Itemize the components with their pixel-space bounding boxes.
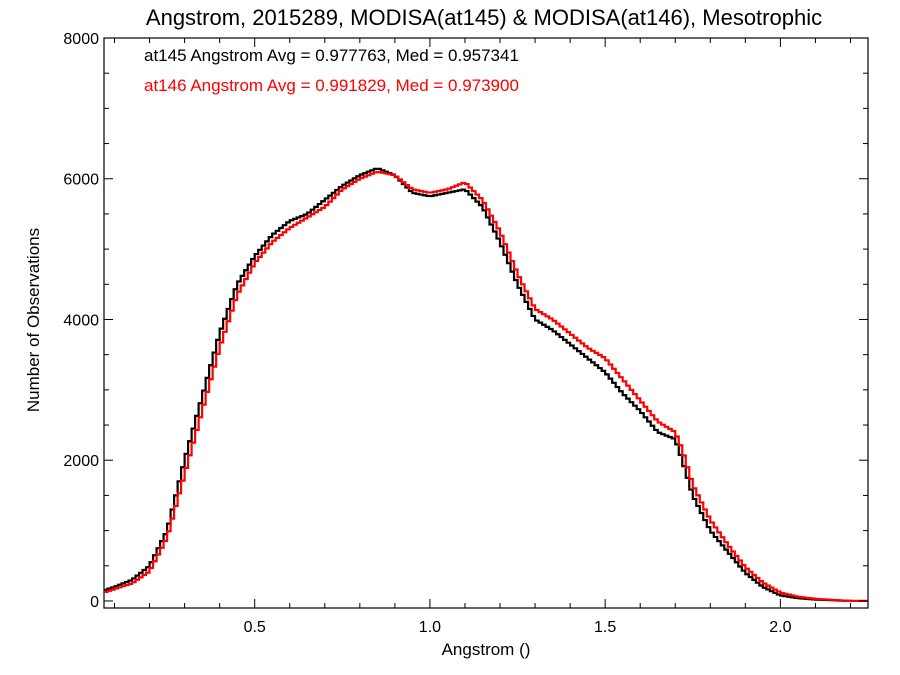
series-0-histogram xyxy=(104,167,868,603)
annotation-at146: at146 Angstrom Avg = 0.991829, Med = 0.9… xyxy=(144,76,519,95)
plot-area-frame xyxy=(103,37,869,609)
y-tick-label: 0 xyxy=(90,594,99,611)
ticks-layer: 0.5 1.0 1.5 2.0 0 2000 4000 6000 8000 xyxy=(63,31,868,636)
annotation-at145: at145 Angstrom Avg = 0.977763, Med = 0.9… xyxy=(144,46,519,65)
series-layer xyxy=(104,167,868,603)
y-tick-label: 2000 xyxy=(63,453,99,470)
x-tick-label: 1.5 xyxy=(594,619,616,636)
y-tick-label: 6000 xyxy=(63,172,99,189)
x-tick-label: 0.5 xyxy=(244,619,266,636)
x-axis-label: Angstrom () xyxy=(442,640,531,659)
x-tick-label: 2.0 xyxy=(769,619,791,636)
y-tick-label: 4000 xyxy=(63,312,99,329)
y-tick-label: 8000 xyxy=(63,31,99,48)
y-axis-label: Number of Observations xyxy=(24,228,43,412)
chart-title: Angstrom, 2015289, MODISA(at145) & MODIS… xyxy=(146,5,822,30)
series-1-histogram xyxy=(104,170,868,603)
x-tick-label: 1.0 xyxy=(419,619,441,636)
